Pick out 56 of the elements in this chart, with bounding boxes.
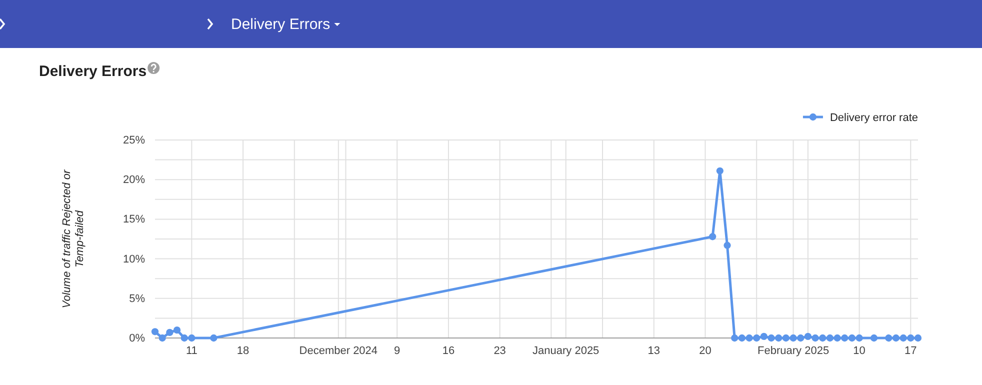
y-tick-label: 15%	[122, 214, 146, 226]
x-tick-label: 23	[494, 344, 506, 357]
x-tick-label: 20	[699, 344, 712, 357]
point	[716, 167, 724, 174]
point	[768, 334, 775, 342]
x-tick-label: 18	[236, 344, 250, 357]
y-tick-label: 25%	[122, 134, 146, 147]
point	[797, 334, 804, 342]
point	[173, 326, 181, 334]
y-tick-label: 10%	[122, 253, 146, 266]
point	[724, 242, 731, 249]
x-tick-label: December 2024	[299, 344, 378, 357]
point	[180, 334, 188, 342]
point	[907, 334, 914, 342]
point	[738, 334, 746, 342]
point	[158, 334, 166, 342]
point	[753, 334, 760, 342]
point	[892, 334, 900, 342]
point	[760, 332, 768, 340]
point	[885, 334, 892, 342]
point	[210, 334, 218, 342]
point	[775, 334, 782, 342]
y-tick-label: 20%	[122, 174, 146, 186]
point	[856, 334, 863, 342]
y-tick-label: 0%	[129, 332, 146, 345]
point	[804, 332, 812, 340]
x-tick-label: January 2025	[532, 344, 600, 357]
point	[709, 233, 716, 240]
point	[188, 334, 196, 342]
chart-title: Delivery Errors	[39, 63, 147, 80]
text: Delivery Errors	[231, 16, 330, 33]
x-tick-label: 9	[394, 344, 400, 357]
y-tick-label: 5%	[129, 292, 146, 305]
point	[900, 334, 907, 342]
x-tick-label: 10	[853, 344, 866, 357]
x-tick-label: 17	[904, 344, 917, 357]
x-tick-label: February 2025	[758, 344, 830, 357]
point	[151, 328, 159, 336]
y-axis-title: Volume of traffic Rejected or Temp-failed	[61, 168, 86, 308]
point	[819, 334, 826, 342]
x-tick-label: 13	[648, 344, 660, 357]
legend-label: Delivery error rate	[830, 112, 918, 124]
point	[782, 334, 790, 342]
point	[841, 334, 848, 342]
point	[166, 328, 174, 336]
point	[870, 334, 878, 342]
point	[746, 334, 753, 342]
point	[812, 334, 819, 342]
point	[826, 334, 834, 342]
x-tick-label: 11	[186, 344, 198, 357]
point	[834, 334, 841, 342]
point	[914, 334, 922, 342]
point	[848, 334, 856, 342]
point	[731, 334, 738, 342]
x-tick-label: 16	[442, 344, 455, 357]
point	[790, 334, 797, 342]
